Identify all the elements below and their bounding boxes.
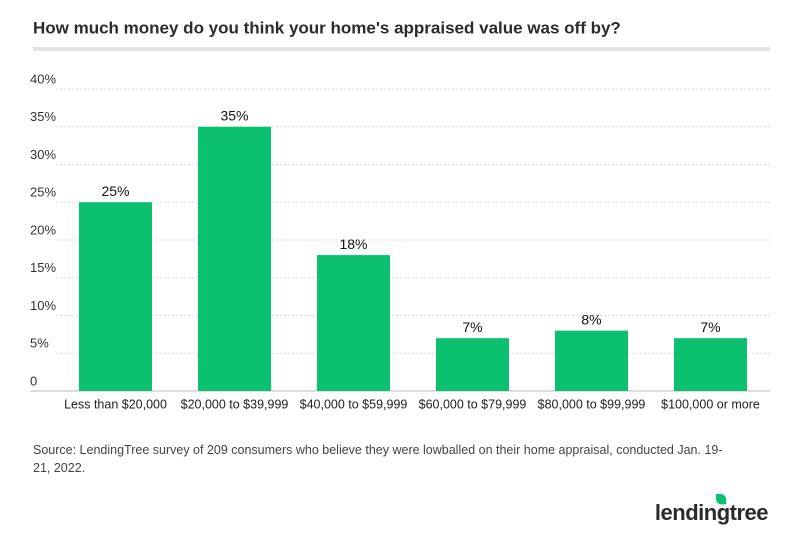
y-tick-label: 15% <box>30 260 56 275</box>
value-label: 7% <box>700 319 720 335</box>
y-tick-label: 35% <box>30 109 56 124</box>
value-label: 8% <box>581 311 601 327</box>
y-tick-label: 5% <box>30 336 49 351</box>
y-tick-label: 40% <box>30 71 56 86</box>
value-label: 18% <box>339 236 367 252</box>
y-tick-label: 25% <box>30 185 56 200</box>
bar <box>317 255 390 391</box>
value-label: 7% <box>462 319 482 335</box>
x-tick-label: $20,000 to $39,999 <box>181 397 289 411</box>
bar <box>79 202 152 391</box>
x-tick-label: Less than $20,000 <box>64 397 167 411</box>
bar <box>674 338 747 391</box>
value-label: 35% <box>220 107 248 123</box>
value-label: 25% <box>101 183 129 199</box>
brand-leaf <box>716 493 727 505</box>
y-tick-label: 0 <box>30 373 37 388</box>
y-tick-label: 10% <box>30 298 56 313</box>
x-tick-label: $80,000 to $99,999 <box>538 397 646 411</box>
bar <box>555 330 628 391</box>
source-note: Source: LendingTree survey of 209 consum… <box>33 443 723 475</box>
y-tick-label: 30% <box>30 147 56 162</box>
brand-logo: lendingtree <box>654 500 769 525</box>
x-tick-label: $100,000 or more <box>661 397 760 411</box>
x-tick-label: $60,000 to $79,999 <box>419 397 527 411</box>
bar <box>198 126 271 391</box>
x-tick-label: $40,000 to $59,999 <box>300 397 408 411</box>
chart-title: How much money do you think your home's … <box>33 18 621 37</box>
bar <box>436 338 509 391</box>
title-rule <box>33 47 770 51</box>
y-tick-label: 20% <box>30 222 56 237</box>
